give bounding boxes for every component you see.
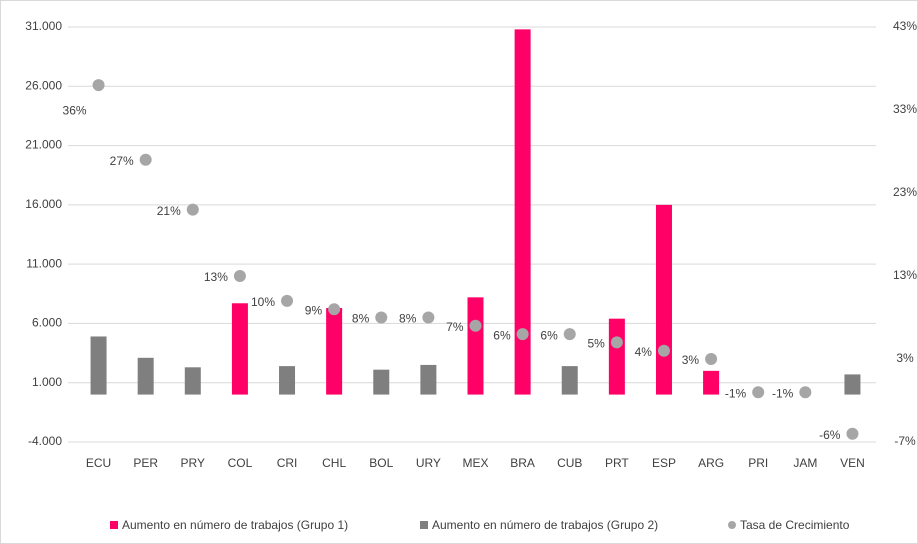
data-label: 13% xyxy=(204,270,228,284)
legend-swatch xyxy=(420,521,428,529)
dot xyxy=(752,386,765,399)
x-tick-label: PRI xyxy=(748,456,768,470)
y-tick-label: 26.000 xyxy=(25,78,62,92)
legend-label: Aumento en número de trabajos (Grupo 2) xyxy=(432,518,658,532)
data-label: 6% xyxy=(540,328,558,342)
dot xyxy=(657,344,670,357)
bar xyxy=(514,29,531,395)
x-tick-label: CHL xyxy=(322,456,346,470)
y-tick-label: 1.000 xyxy=(32,375,62,389)
dot xyxy=(186,203,199,216)
dot xyxy=(139,153,152,166)
dot xyxy=(799,386,812,399)
legend-swatch xyxy=(110,521,118,529)
legend-swatch xyxy=(728,521,736,529)
bar xyxy=(420,364,437,395)
y2-tick-label: 33% xyxy=(893,102,917,116)
bar xyxy=(655,204,672,395)
dot xyxy=(92,79,105,92)
bar xyxy=(467,297,484,395)
legend-label: Aumento en número de trabajos (Grupo 1) xyxy=(122,518,348,532)
y2-tick-label: 13% xyxy=(893,268,917,282)
data-label: 36% xyxy=(63,103,87,117)
y2-tick-label: 23% xyxy=(893,185,917,199)
x-tick-label: MEX xyxy=(462,456,488,470)
dot xyxy=(469,319,482,332)
dot xyxy=(375,311,388,324)
legend-label: Tasa de Crecimiento xyxy=(740,518,850,532)
bar xyxy=(184,367,201,395)
data-label: 5% xyxy=(588,337,606,351)
x-tick-label: PRT xyxy=(605,456,629,470)
dot xyxy=(422,311,435,324)
bar xyxy=(279,366,296,395)
x-tick-label: CUB xyxy=(557,456,582,470)
y-tick-label: 16.000 xyxy=(25,197,62,211)
bar xyxy=(137,357,154,395)
x-tick-label: URY xyxy=(416,456,441,470)
y-tick-label: 11.000 xyxy=(26,256,62,270)
data-label: -6% xyxy=(819,428,841,442)
x-tick-label: PRY xyxy=(181,456,205,470)
bar xyxy=(561,366,578,395)
x-tick-label: VEN xyxy=(840,456,865,470)
x-tick-label: JAM xyxy=(793,456,817,470)
dot xyxy=(846,427,859,440)
data-label: 9% xyxy=(305,303,323,317)
data-label: 7% xyxy=(446,320,464,334)
bar xyxy=(90,336,107,395)
data-label: 4% xyxy=(635,345,653,359)
x-tick-label: ARG xyxy=(698,456,724,470)
y2-tick-label: -7% xyxy=(894,434,916,448)
x-tick-label: ECU xyxy=(86,456,111,470)
x-tick-label: ESP xyxy=(652,456,676,470)
y-tick-label: 21.000 xyxy=(25,138,62,152)
bar xyxy=(326,308,343,395)
x-tick-label: PER xyxy=(133,456,158,470)
data-label: 8% xyxy=(399,312,417,326)
x-tick-label: CRI xyxy=(277,456,298,470)
data-label: 21% xyxy=(157,204,181,218)
y-tick-label: -4.000 xyxy=(28,434,62,448)
x-tick-label: BOL xyxy=(369,456,393,470)
y-tick-label: 6.000 xyxy=(32,316,62,330)
dot xyxy=(563,328,576,341)
bar xyxy=(703,370,720,395)
dot xyxy=(233,270,246,282)
x-tick-label: COL xyxy=(228,456,253,470)
y2-tick-label: 3% xyxy=(896,351,914,365)
data-label: 3% xyxy=(682,353,700,367)
data-label: 27% xyxy=(110,154,134,168)
dot xyxy=(516,328,529,341)
bar xyxy=(231,303,248,395)
dot xyxy=(705,353,718,365)
bar xyxy=(844,374,861,395)
y2-tick-label: 43% xyxy=(893,19,917,33)
data-label: 8% xyxy=(352,312,370,326)
bar xyxy=(373,369,390,395)
bar xyxy=(608,318,625,395)
dot xyxy=(281,294,294,307)
y-tick-label: 31.000 xyxy=(25,19,62,33)
data-label: 10% xyxy=(251,295,275,309)
dot xyxy=(328,303,341,316)
data-label: -1% xyxy=(725,386,747,400)
data-label: 6% xyxy=(493,328,511,342)
x-tick-label: BRA xyxy=(510,456,535,470)
data-label: -1% xyxy=(772,386,794,400)
dot xyxy=(610,336,623,349)
